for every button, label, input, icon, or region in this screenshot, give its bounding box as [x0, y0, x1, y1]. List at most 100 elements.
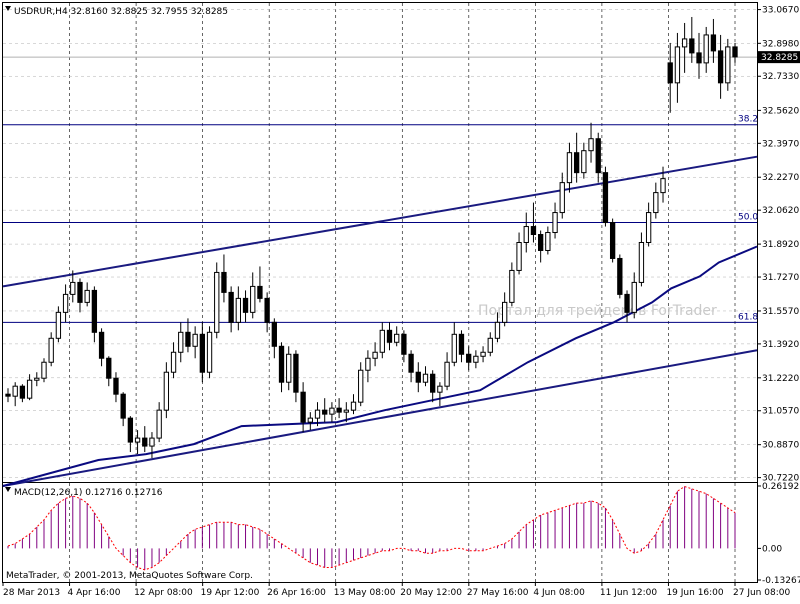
candle	[286, 346, 292, 391]
candle-body	[343, 409, 349, 413]
candle	[314, 402, 321, 427]
channel-upper-line	[2, 155, 758, 288]
candle	[502, 292, 508, 327]
candle	[545, 226, 551, 255]
candle-body	[106, 357, 112, 379]
time-tick-label: 4 Apr 16:00	[68, 588, 121, 598]
candle	[617, 254, 623, 299]
candle	[257, 266, 263, 303]
candle-body	[34, 377, 40, 381]
candle-body	[638, 242, 645, 283]
price-tick-label: 32.7330	[762, 72, 799, 82]
candle	[703, 26, 709, 73]
copyright-text: MetaTrader, © 2001-2013, MetaQuotes Soft…	[6, 571, 253, 581]
vertical-grid	[69, 3, 736, 582]
price-pane-frame	[2, 2, 758, 483]
candle	[523, 212, 529, 253]
candle	[142, 426, 148, 453]
candle-body	[242, 297, 249, 313]
candle-body	[293, 353, 299, 393]
candle	[566, 142, 573, 193]
price-tick-label: 31.2220	[762, 374, 799, 384]
candle-body	[667, 62, 673, 84]
candle-body	[624, 293, 630, 313]
candle	[494, 312, 501, 343]
time-tick-label: 19 Apr 12:00	[201, 588, 260, 598]
candle-body	[77, 281, 83, 303]
candle-body	[653, 192, 659, 214]
candle-body	[717, 50, 724, 84]
candle-body	[192, 333, 198, 347]
candle-body	[444, 361, 450, 387]
candle-body	[98, 331, 105, 359]
candle	[5, 388, 11, 403]
candle	[408, 350, 414, 383]
price-tick-label: 32.5620	[762, 106, 799, 116]
time-tick-label: 20 May 12:00	[400, 588, 462, 598]
time-tick-label: 27 May 16:00	[467, 588, 529, 598]
candle-body	[394, 333, 400, 343]
price-tick-label: 30.7220	[762, 474, 799, 484]
candle-body	[113, 377, 119, 395]
candle-body	[41, 361, 47, 379]
candle	[336, 398, 342, 419]
candle-body	[127, 417, 134, 443]
candle-body	[178, 331, 184, 353]
candle	[466, 346, 472, 371]
candle	[430, 370, 436, 403]
candle-body	[573, 152, 580, 174]
candle	[710, 18, 717, 63]
candle	[372, 342, 378, 367]
candle	[120, 392, 126, 427]
candle-body	[401, 333, 407, 355]
candle-body	[689, 38, 695, 54]
candle	[322, 398, 328, 423]
channel-lower-line	[2, 349, 758, 487]
fibo-label: 50.0	[738, 213, 758, 223]
macd-tick-label: -0.13267	[762, 576, 800, 586]
candle-body	[228, 291, 234, 323]
candle-body	[156, 409, 162, 439]
candle	[725, 38, 731, 91]
candle-body	[530, 226, 537, 236]
candle-body	[149, 437, 155, 447]
candle	[271, 318, 277, 359]
candle-body	[480, 351, 486, 357]
candle	[444, 352, 450, 391]
macd-tick-label: 0.00	[762, 544, 782, 554]
candle	[278, 342, 285, 393]
candle	[250, 272, 256, 319]
candle-body	[170, 351, 177, 373]
candle	[221, 254, 227, 303]
time-tick-label: 4 Jun 08:00	[533, 588, 585, 598]
candle	[552, 202, 558, 239]
candle-body	[278, 345, 285, 383]
candle	[77, 278, 83, 313]
candle-body	[545, 232, 551, 251]
candle	[134, 430, 141, 455]
candle	[473, 350, 479, 369]
macd-tick-label: 0.26192	[762, 482, 799, 492]
candle-body	[588, 138, 594, 152]
candle	[674, 32, 681, 103]
candle-body	[314, 409, 321, 419]
candle	[401, 330, 407, 363]
time-tick-label: 11 Jun 12:00	[600, 588, 657, 598]
candle	[645, 202, 652, 247]
candle	[300, 382, 306, 433]
candle-body	[458, 333, 465, 355]
candle	[537, 230, 544, 263]
candle-body	[674, 46, 681, 84]
candle-body	[487, 337, 493, 353]
trend-channel	[2, 155, 758, 487]
candle-body	[408, 353, 414, 373]
current-price-label: 32.8285	[761, 53, 798, 63]
candle	[178, 322, 184, 363]
fibo-label: 61.8	[738, 312, 758, 322]
candle-body	[271, 321, 277, 347]
watermark: Портал для трейдеров ForTrader	[478, 303, 717, 319]
candle-body	[264, 297, 270, 323]
fibo-label: 38.2	[738, 115, 758, 125]
